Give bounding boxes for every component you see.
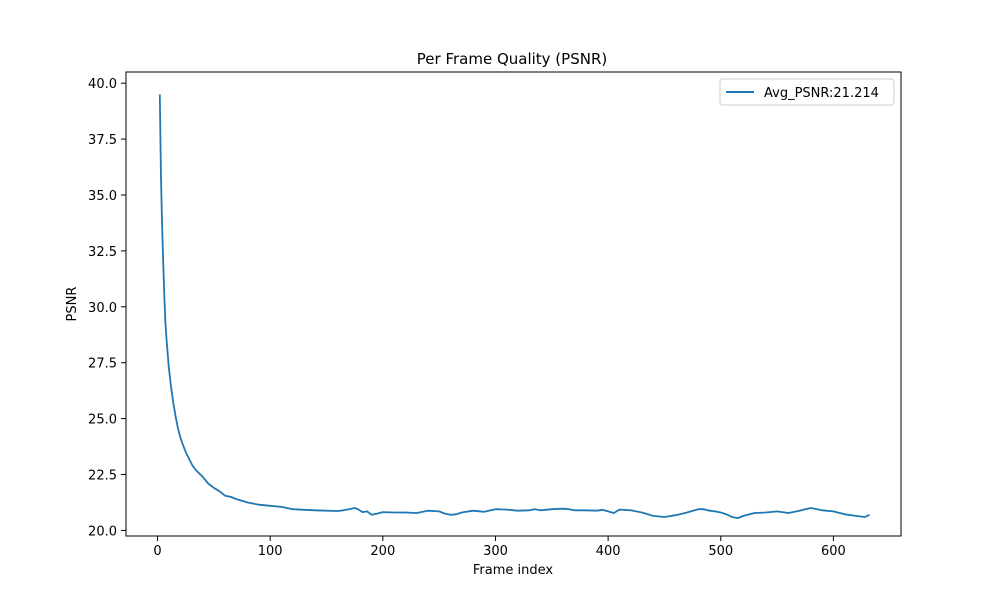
x-tick-label: 0: [153, 544, 161, 559]
legend: Avg_PSNR:21.214: [719, 78, 895, 106]
x-tick-label: 200: [370, 544, 395, 559]
chart-title: Per Frame Quality (PSNR): [417, 50, 607, 68]
legend-box: [719, 78, 895, 106]
psnr-series-line: [158, 94, 870, 519]
y-tick-label: 30.0: [88, 301, 117, 316]
x-tick-label: 600: [821, 544, 846, 559]
y-tick-label: 27.5: [88, 357, 117, 372]
y-tick-label: 37.5: [88, 133, 117, 148]
legend-label: Avg_PSNR:21.214: [764, 86, 879, 101]
y-tick-label: 20.0: [88, 524, 117, 539]
x-tick-label: 300: [483, 544, 508, 559]
y-tick-label: 25.0: [88, 413, 117, 428]
x-tick-label: 500: [708, 544, 733, 559]
x-tick-label: 100: [258, 544, 283, 559]
y-axis-title: PSNR: [65, 287, 80, 322]
plot-frame: [125, 71, 902, 537]
x-tick-label: 400: [596, 544, 621, 559]
x-axis-title: Frame index: [473, 563, 554, 578]
y-tick-label: 35.0: [88, 189, 117, 204]
series-layer: [158, 94, 870, 519]
x-axis-ticks: 0 100 200 300 400 500 600: [153, 536, 846, 559]
y-tick-label: 40.0: [88, 77, 117, 92]
y-axis-ticks: 20.0 22.5 25.0 27.5 30.0 32.5 35.0 37.5 40.0: [88, 77, 126, 539]
y-tick-label: 22.5: [88, 469, 117, 484]
y-tick-label: 32.5: [88, 245, 117, 260]
